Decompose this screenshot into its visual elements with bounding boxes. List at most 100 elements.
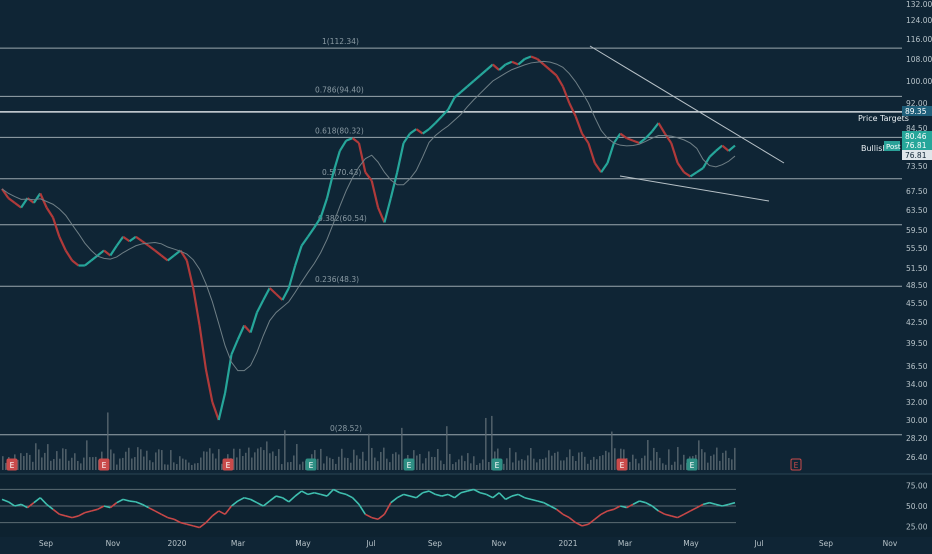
time-axis: Sep Nov 2020 Mar May Jul Sep Nov 2021 Mar May Jul Se… [39, 539, 898, 548]
osc-segment [71, 515, 79, 519]
price-segment [268, 287, 277, 295]
volume-bar [563, 460, 565, 470]
price-segment [103, 249, 112, 257]
price-segment [115, 236, 125, 247]
time-tick: Jul [753, 539, 763, 548]
price-tick: 132.00 [906, 0, 932, 9]
earnings-label: E [620, 461, 625, 470]
volume-bar [164, 464, 166, 470]
volume-bar [77, 460, 79, 470]
osc-segment [371, 516, 379, 521]
price-segment [185, 260, 195, 289]
volume-bar [182, 458, 184, 470]
osc-segment [626, 503, 634, 509]
volume-bar [155, 452, 157, 470]
trendline-lower[interactable] [619, 175, 770, 202]
price-segment [198, 325, 208, 370]
volume-bar [731, 459, 733, 470]
volume-bar [527, 455, 529, 470]
volume-bar [440, 460, 442, 470]
osc-segment [358, 503, 366, 515]
price-segment [377, 207, 386, 223]
price-segment [249, 312, 259, 333]
price-tick: 100.00 [906, 77, 932, 86]
price-segment [230, 339, 239, 355]
volume-bar [608, 452, 610, 470]
volume-bar [149, 460, 151, 470]
volume-bar [416, 455, 418, 470]
price-tick: 124.00 [906, 16, 932, 25]
price-segment [345, 137, 353, 142]
volume-bar [17, 459, 19, 470]
volume-bar [401, 427, 403, 470]
volume-bar [491, 415, 493, 470]
price-segment [262, 287, 271, 301]
volume-bar [188, 462, 190, 470]
osc-segment [377, 513, 385, 520]
osc-segment [193, 525, 200, 529]
price-segment [498, 63, 507, 71]
earnings-label: E [407, 461, 412, 470]
volume-bar [263, 450, 265, 470]
volume-bar [599, 456, 601, 470]
volume-bar [476, 464, 478, 470]
volume-bar [596, 459, 598, 470]
volume-bar [734, 447, 736, 470]
osc-segment [403, 493, 411, 497]
volume-bar [260, 447, 262, 470]
price-segment [402, 132, 411, 144]
earnings-marker: E [790, 458, 802, 471]
volume-bar [71, 457, 73, 470]
volume-bar [272, 451, 274, 470]
volume-bar [698, 440, 700, 470]
volume-bar [170, 450, 172, 470]
volume-bar [488, 461, 490, 470]
price-segment [676, 162, 685, 173]
osc-segment [154, 510, 162, 515]
price-segment [7, 197, 16, 204]
earnings-label: E [495, 461, 500, 470]
volume-bar [29, 454, 31, 470]
osc-segment [333, 488, 341, 494]
price-badge [902, 131, 932, 141]
price-badge-text: 80.46 [905, 132, 927, 141]
volume-bar [44, 452, 46, 470]
volume-bar [443, 464, 445, 470]
earnings-badge [98, 458, 110, 471]
fib-label: 0.236(48.3) [315, 275, 359, 284]
fib-label: 0.786(94.40) [315, 85, 364, 94]
volume-bar [92, 457, 94, 470]
osc-segment [690, 506, 698, 512]
osc-segment [205, 515, 213, 524]
osc-segment [620, 505, 627, 509]
fib-label: 0(28.52) [330, 424, 362, 433]
osc-segment [173, 518, 181, 524]
osc-segment [345, 493, 353, 499]
last-price-text: 76.81 [905, 151, 927, 160]
volume-bar [587, 463, 589, 470]
volume-bar [383, 447, 385, 470]
osc-segment [467, 488, 474, 492]
price-segment [638, 137, 647, 144]
volume-bar [659, 457, 661, 470]
volume-bar [584, 456, 586, 470]
price-segment [204, 369, 214, 403]
bullish-label: Bullish [861, 144, 887, 153]
osc-segment [715, 503, 723, 507]
osc-segment [141, 503, 149, 509]
volume-bar [431, 456, 433, 470]
earnings-label: E [102, 461, 107, 470]
osc-segment [696, 503, 704, 509]
time-tick: May [295, 539, 311, 548]
volume-bar [197, 463, 199, 470]
volume-bar [212, 453, 214, 470]
trendline-upper[interactable] [589, 45, 785, 164]
price-segment [128, 235, 137, 243]
volume-bar [512, 462, 514, 470]
price-series [1, 55, 736, 421]
price-segment [670, 142, 679, 164]
price-segment [84, 259, 92, 267]
volume-bar [122, 457, 124, 470]
volume-bar [419, 454, 421, 470]
volume-bar [653, 447, 655, 470]
